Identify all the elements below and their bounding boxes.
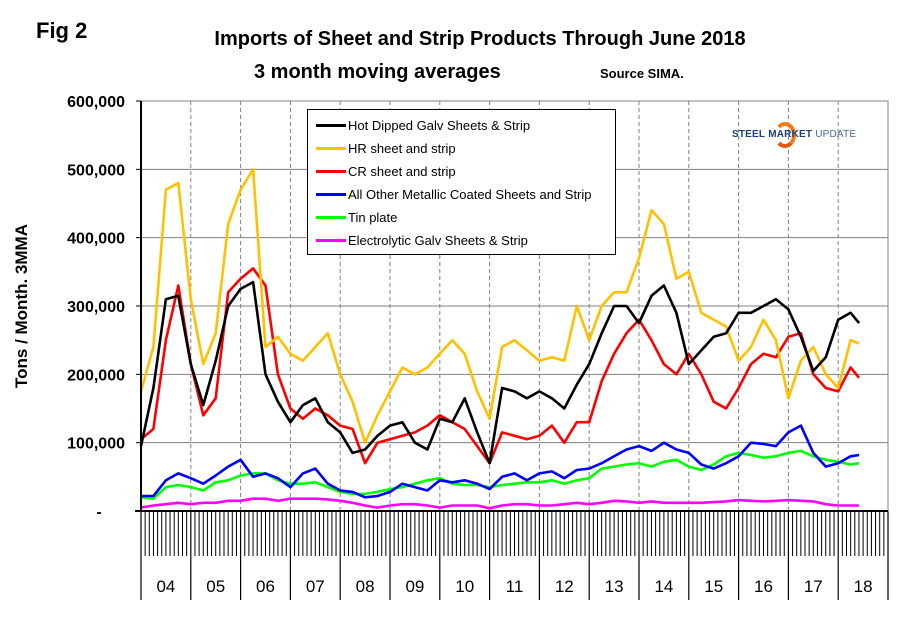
series-line-hot-dipped-galv-sheets-strip xyxy=(139,280,861,465)
legend-swatch xyxy=(316,123,346,127)
y-tick-label: 600,000 xyxy=(67,94,125,111)
steel-market-update-logo: STEEL MARKET UPDATE xyxy=(732,122,862,148)
legend-swatch xyxy=(316,215,346,219)
legend-swatch xyxy=(316,192,346,196)
logo-word-update: UPDATE xyxy=(815,129,857,140)
y-tick-label: 100,000 xyxy=(67,436,125,453)
x-tick-label: 04 xyxy=(156,577,175,596)
legend-label: Electrolytic Galv Sheets & Strip xyxy=(348,232,528,248)
legend-item: All Other Metallic Coated Sheets and Str… xyxy=(316,183,592,205)
legend-label: Tin plate xyxy=(348,209,398,225)
x-tick-label: 10 xyxy=(455,577,474,596)
logo-word-steel: STEEL xyxy=(732,129,766,140)
x-tick-label: 06 xyxy=(256,577,275,596)
series-line-tin-plate xyxy=(140,449,860,501)
x-tick-label: 05 xyxy=(206,577,225,596)
chart-subtitle: 3 month moving averages xyxy=(254,61,501,83)
legend-item: HR sheet and strip xyxy=(316,137,456,159)
x-tick-label: 14 xyxy=(654,577,673,596)
figure-label: Fig 2 xyxy=(36,18,88,43)
legend-item: Tin plate xyxy=(316,206,397,228)
y-tick-label: - xyxy=(96,504,101,521)
y-tick-label: 400,000 xyxy=(67,231,125,248)
x-tick-label: 15 xyxy=(704,577,723,596)
series-line-electrolytic-galv-sheets-strip xyxy=(140,497,860,510)
legend-label: HR sheet and strip xyxy=(348,140,456,156)
series-line-all-other-metallic-coated-sheets-and-strip xyxy=(141,424,860,499)
y-tick-label: 200,000 xyxy=(67,367,125,384)
logo-text: STEEL MARKET UPDATE xyxy=(732,129,856,140)
chart-legend: Hot Dipped Galv Sheets & Strip HR sheet a… xyxy=(307,109,616,255)
source-note: Source SIMA. xyxy=(600,66,684,81)
x-tick-label: 12 xyxy=(555,577,574,596)
x-tick-label: 08 xyxy=(356,577,375,596)
x-tick-label: 09 xyxy=(405,577,424,596)
y-tick-label: 500,000 xyxy=(67,162,125,179)
x-tick-label: 18 xyxy=(854,577,873,596)
x-tick-label: 13 xyxy=(605,577,624,596)
logo-arc-icon xyxy=(774,122,796,148)
series-lines xyxy=(139,168,861,510)
x-tick-label: 17 xyxy=(804,577,823,596)
legend-label: All Other Metallic Coated Sheets and Str… xyxy=(348,186,592,202)
y-axis-ticks: - 100,000 200,000 300,000 400,000 500,000 600,… xyxy=(67,94,141,521)
legend-swatch xyxy=(316,169,346,173)
series-line-hr-sheet-and-strip xyxy=(139,168,860,445)
chart-title: Imports of Sheet and Strip Products Thro… xyxy=(214,28,746,50)
x-tick-label: 07 xyxy=(306,577,325,596)
x-axis: 04 05 06 07 08 09 10 11 12 13 14 15 16 17 18 xyxy=(140,511,889,600)
legend-item: Hot Dipped Galv Sheets & Strip xyxy=(316,114,530,136)
x-tick-label: 16 xyxy=(754,577,773,596)
x-tick-label: 11 xyxy=(506,577,524,596)
logo-word-market: MARKET xyxy=(768,129,813,140)
legend-swatch xyxy=(316,238,346,242)
legend-label: Hot Dipped Galv Sheets & Strip xyxy=(348,117,531,133)
legend-swatch xyxy=(316,146,346,150)
legend-item: Electrolytic Galv Sheets & Strip xyxy=(316,229,528,251)
legend-label: CR sheet and strip xyxy=(348,163,456,179)
legend-item: CR sheet and strip xyxy=(316,160,456,182)
y-tick-label: 300,000 xyxy=(67,299,125,316)
